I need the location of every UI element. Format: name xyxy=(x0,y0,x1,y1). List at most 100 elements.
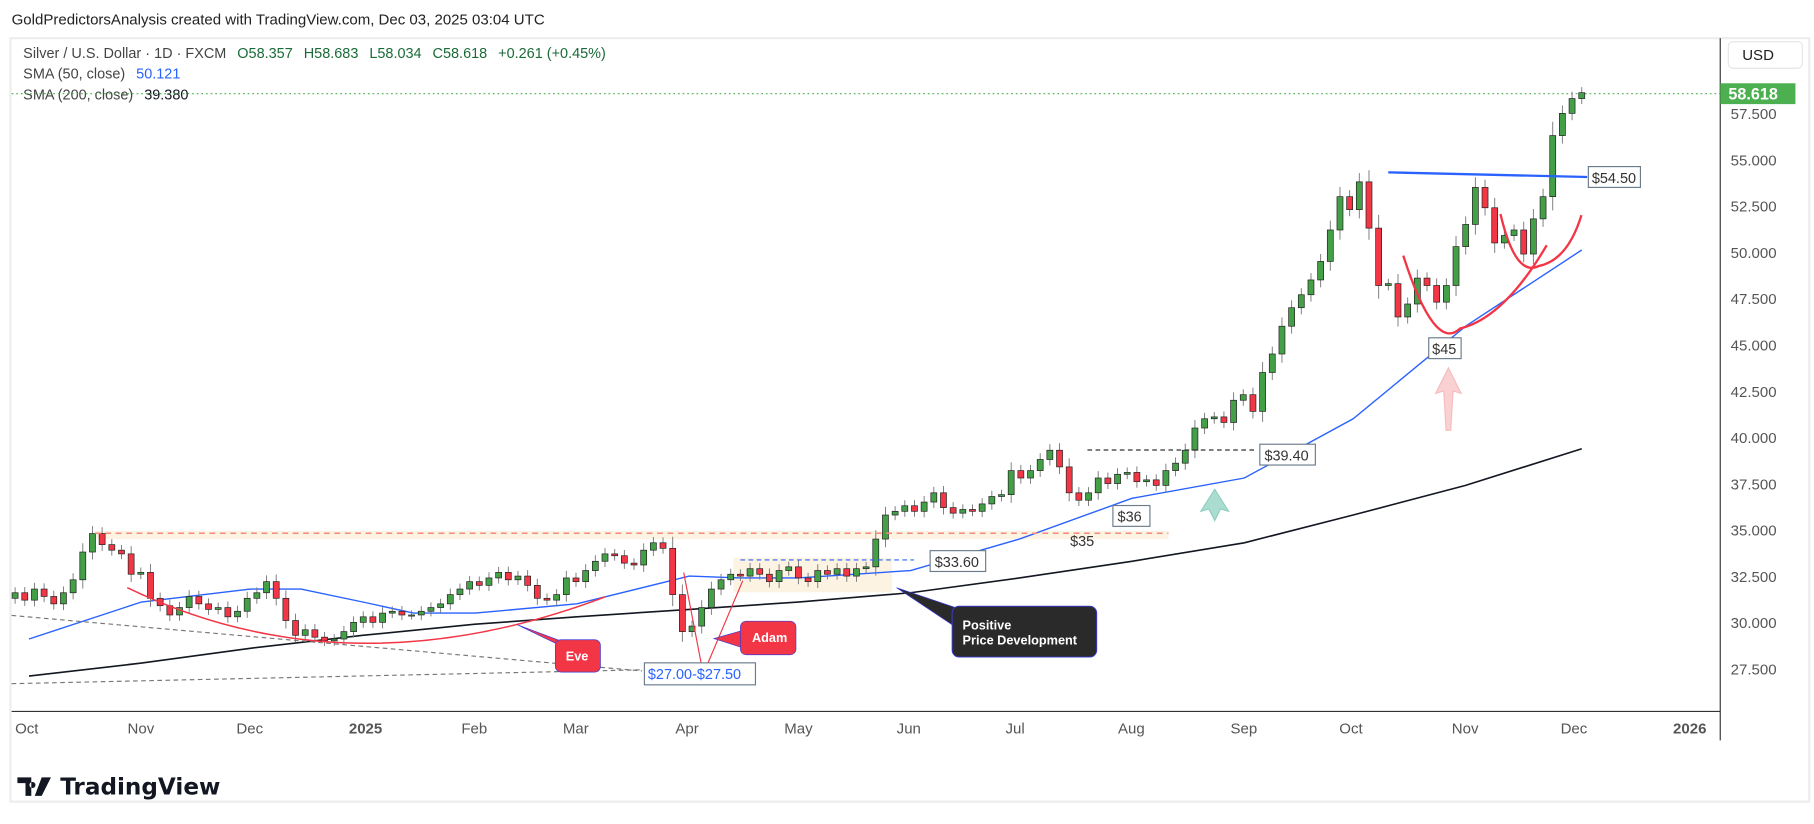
candle xyxy=(263,575,270,600)
candle xyxy=(50,590,58,610)
candle-body xyxy=(959,509,967,514)
candle xyxy=(1085,487,1092,506)
price-tick-label: 42.500 xyxy=(1731,384,1777,401)
candle xyxy=(1481,179,1489,216)
candle-body xyxy=(60,592,67,605)
candle-body xyxy=(456,588,464,595)
label-33-60[interactable]: $33.60 xyxy=(929,550,987,573)
candle xyxy=(1355,173,1363,219)
candle-body xyxy=(1307,279,1315,296)
time-tick-label: Mar xyxy=(563,720,589,737)
candle-body xyxy=(1104,477,1112,484)
candle-body xyxy=(1336,196,1344,231)
legend-line: Silver / U.S. Dollar · 1D · FXCM O58.357… xyxy=(23,46,606,62)
adam-callout[interactable]: Adam xyxy=(712,620,797,656)
price-axis[interactable]: 57.500 55.000 52.500 50.000 47.500 45.000 42.5… xyxy=(1731,106,1777,678)
time-tick-label: Oct xyxy=(15,720,39,737)
candle-body xyxy=(427,607,435,612)
candle xyxy=(698,600,706,634)
sma50-line[interactable] xyxy=(28,249,1583,640)
candle-body xyxy=(272,581,280,599)
candle xyxy=(1133,466,1141,488)
time-tick-label: Dec xyxy=(236,720,263,737)
candle-body xyxy=(263,581,270,594)
candle xyxy=(1578,87,1586,105)
tradingview-logo[interactable]: TradingView xyxy=(17,775,220,801)
candle xyxy=(833,563,841,580)
sma50-label: SMA (50, close) xyxy=(23,67,125,83)
candle-body xyxy=(853,568,860,577)
time-tick-label: Apr xyxy=(675,720,698,737)
candle xyxy=(485,572,493,592)
candle-body xyxy=(1384,283,1392,286)
candle xyxy=(1568,91,1576,121)
candle-body xyxy=(350,622,357,632)
candle xyxy=(1472,177,1479,235)
svg-text:Positive: Positive xyxy=(963,617,1012,632)
positive-price-development-callout[interactable]: Positive Price Development xyxy=(896,587,1098,658)
candle-body xyxy=(766,573,773,582)
candle xyxy=(408,610,415,620)
price-tick-label: 52.500 xyxy=(1731,199,1777,216)
sma200-legend[interactable]: SMA (200, close) 39.380 xyxy=(23,87,188,103)
trendline-dashed-lower[interactable] xyxy=(11,669,643,685)
candle-body xyxy=(582,570,590,582)
candle-body xyxy=(1510,229,1518,236)
candle xyxy=(1152,474,1160,491)
eve-callout[interactable]: Eve xyxy=(517,624,601,673)
candle xyxy=(1317,254,1324,288)
candles xyxy=(11,87,1586,647)
candle-body xyxy=(920,501,928,512)
time-axis[interactable]: Oct Nov Dec 2025 Feb Mar Apr May Jun Jul Aug Sep Oct… xyxy=(15,720,1706,737)
candle xyxy=(775,564,783,588)
candle-body xyxy=(214,607,222,610)
candle-body xyxy=(79,551,87,581)
candle xyxy=(369,611,377,628)
candle xyxy=(495,566,502,584)
candle-body xyxy=(21,592,29,601)
candle xyxy=(737,569,744,581)
candle-body xyxy=(756,568,764,575)
sma50-legend[interactable]: SMA (50, close) 50.121 xyxy=(23,67,180,83)
teal-up-arrow-icon xyxy=(1199,488,1230,522)
candle xyxy=(1520,221,1528,263)
candle xyxy=(398,606,406,621)
trendline-dashed-upper[interactable] xyxy=(11,614,643,672)
candle-body xyxy=(1133,472,1141,483)
candle-body xyxy=(969,509,976,512)
candle xyxy=(108,539,116,556)
candle-body xyxy=(1472,187,1479,225)
candle-body xyxy=(1085,492,1092,501)
candle xyxy=(804,572,812,587)
currency-button[interactable] xyxy=(1727,41,1803,69)
label-39-40[interactable]: $39.40 xyxy=(1259,443,1316,466)
label-45[interactable]: $45 xyxy=(1428,337,1462,360)
label-36[interactable]: $36 xyxy=(1112,504,1151,527)
neckline-54-50[interactable] xyxy=(1388,171,1588,179)
candle-body xyxy=(253,592,261,599)
label-54-50[interactable]: $54.50 xyxy=(1587,166,1641,188)
cup-curve[interactable] xyxy=(1402,244,1548,335)
eve-curve[interactable] xyxy=(126,586,606,645)
candle-body xyxy=(1355,181,1363,210)
candle-body xyxy=(949,507,957,514)
adam-v-lines[interactable] xyxy=(683,572,744,664)
candle xyxy=(1443,278,1450,310)
candle xyxy=(1172,457,1179,477)
handle-curve[interactable] xyxy=(1499,213,1583,269)
candle-body xyxy=(475,581,483,586)
candle xyxy=(475,576,483,591)
candle-body xyxy=(1065,466,1073,494)
candle-body xyxy=(108,544,116,551)
candle xyxy=(1278,317,1286,363)
label-support-range[interactable]: $27.00-$27.50 xyxy=(643,662,757,686)
candle xyxy=(640,543,648,572)
candle xyxy=(437,598,444,613)
candle xyxy=(1539,188,1547,227)
candle-body xyxy=(901,505,909,512)
sma200-line[interactable] xyxy=(28,447,1583,677)
candle-body xyxy=(31,588,38,601)
candle xyxy=(514,570,522,585)
candle-body xyxy=(1268,353,1276,373)
